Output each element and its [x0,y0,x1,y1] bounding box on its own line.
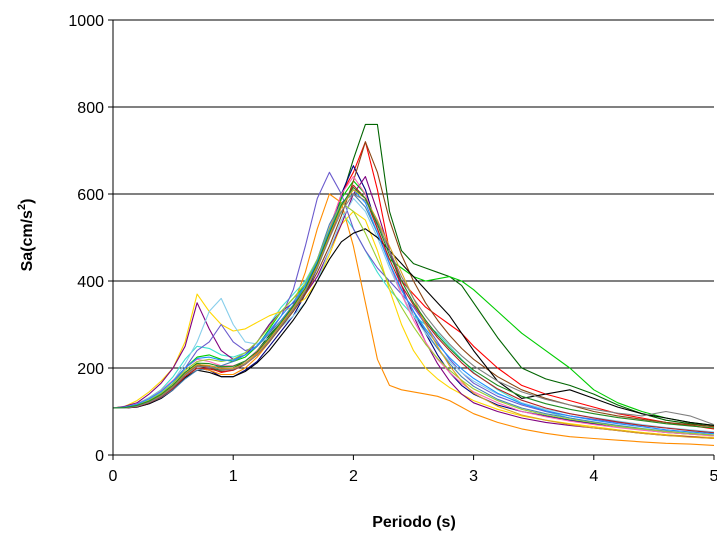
series-line-4 [113,165,715,436]
y-axis-title-superscript: 2 [16,204,28,210]
series-line-2 [113,141,715,430]
x-tick-label-2: 2 [349,468,358,485]
series-line-1 [113,123,715,428]
y-axis-title: Sa(cm/s2) [16,199,36,272]
x-tick-label-5: 5 [710,468,717,485]
series-line-10 [112,197,715,433]
y-tick-label-1: 200 [77,361,104,378]
series-line-19 [113,193,715,426]
y-tick-label-3: 600 [77,187,104,204]
series-line-12 [112,176,715,437]
series-lines [112,123,715,446]
x-axis-title: Periodo (s) [372,514,456,531]
x-tick-label-4: 4 [589,468,598,485]
axes [108,19,715,460]
gridlines [113,19,714,369]
series-line-9 [113,171,715,433]
series-line-11 [113,141,715,428]
series-line-18 [113,189,715,440]
series-line-7 [112,210,715,439]
x-tick-label-0: 0 [109,468,118,485]
series-line-6 [112,210,715,437]
y-tick-label-4: 800 [77,100,104,117]
y-tick-label-5: 1000 [68,13,104,30]
y-tick-label-2: 400 [77,274,104,291]
y-axis-title-main: Sa(cm/s [19,210,36,271]
tick-labels: 0 200 400 600 800 1000 0 1 2 3 4 5 [68,13,717,485]
series-line-15 [112,202,715,436]
x-tick-label-3: 3 [469,468,478,485]
y-tick-label-0: 0 [95,448,104,465]
series-line-17 [112,189,715,435]
y-axis-title-close: ) [19,199,36,204]
series-line-20 [112,186,715,429]
x-tick-label-1: 1 [229,468,238,485]
series-line-16 [113,184,715,434]
